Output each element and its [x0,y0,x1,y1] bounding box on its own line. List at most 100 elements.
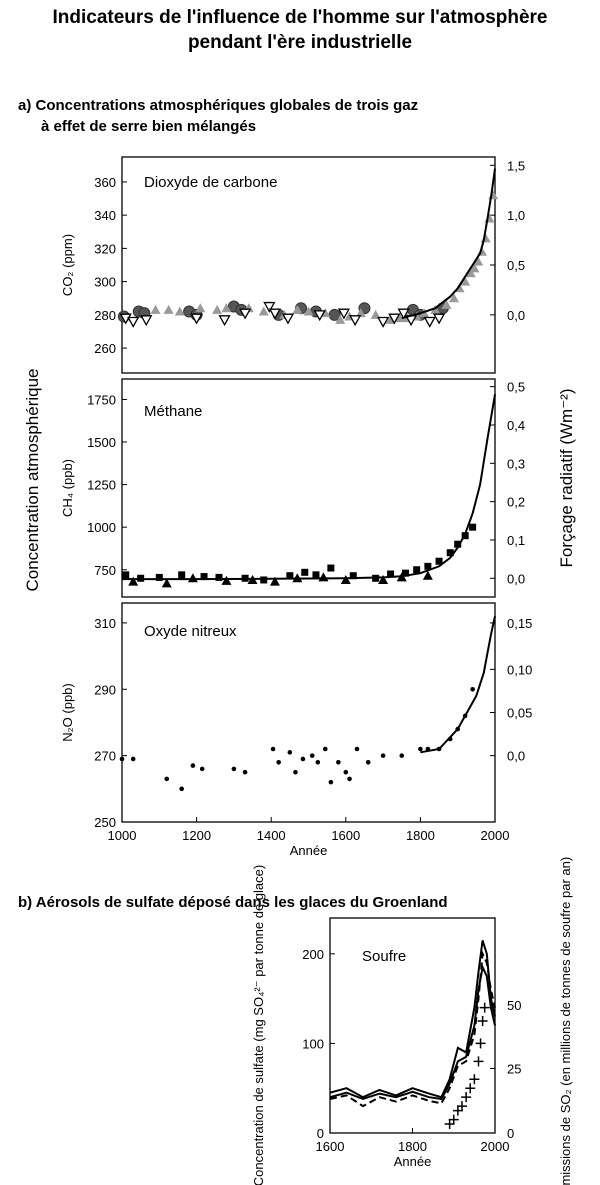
n2o-ylabel: N₂O (ppb) [60,683,75,742]
sulfate-xtick-label: 1800 [398,1139,427,1154]
ch4-y2tick-label: 0,5 [507,380,525,395]
ch4-series-1-point [378,574,389,584]
ch4-series-1-point [128,576,139,586]
left-axis-label: Concentration atmosphérique [23,368,42,591]
co2-series-2-point [263,301,276,313]
sulfate-ytick-label: 200 [302,947,324,962]
sulfate-ytick-label: 100 [302,1036,324,1051]
co2-ytick-label: 280 [94,308,116,323]
ch4-series-0-point [349,572,357,580]
co2-series-2-point [388,313,401,325]
ch4-ytick-label: 1250 [87,478,116,493]
co2-ytick-label: 300 [94,275,116,290]
ch4-series-0-point [215,573,223,581]
n2o-series-0-point [418,746,423,752]
co2-series-2-point [432,313,446,325]
sulfate-y2tick-label: 50 [507,998,521,1013]
co2-series-1-point [448,293,459,303]
co2-series-2-point [238,308,252,320]
ch4-frame [121,378,496,598]
co2-series-1-point [394,313,405,323]
ch4-ytick-label: 750 [94,563,116,578]
ch4-ylabel: CH₄ (ppb) [60,459,75,517]
ch4-series-0-point [424,562,432,570]
n2o-series-0-point [354,746,360,752]
sulfate-xlabel: Année [394,1154,432,1169]
ch4-series-1-point [422,570,433,580]
sulfate-y2tick-label: 0 [507,1126,514,1141]
sulfate-series-3-point [461,1092,472,1103]
sulfate-series-3-point [473,1056,484,1067]
n2o-series-0-point [287,750,293,755]
section-a-title-line-1: a) Concentrations atmosphériques globale… [18,97,419,114]
n2o-title: Oxyde nitreux [144,623,237,640]
ch4-ytick-label: 1000 [87,520,116,535]
ch4-ytick-label: 1750 [87,392,116,407]
co2-series-2-point [281,313,295,325]
ch4-series-0-point [469,523,477,531]
n2o-series-0-point [347,776,352,782]
ch4-series-1-point [269,576,280,586]
co2-series-1-point [150,304,161,314]
n2o-series-0-point [179,786,184,792]
co2-series-1-point [303,306,314,316]
ch4-series-1-point [340,574,351,584]
co2-series-1-point [473,256,484,266]
co2-series-1-point [174,306,185,316]
co2-y2tick-label: 0,5 [507,258,525,273]
ch4-series-0-point [327,564,335,572]
ch4-y2tick-label: 0,1 [507,533,525,548]
co2-series-2-point [313,310,326,322]
sulfate-series-3-point [457,1101,467,1112]
ch4-series-0-point [454,540,462,548]
n2o-y2tick-label: 0,15 [507,616,532,631]
ch4-series-0-point [446,549,454,557]
n2o-series-0-point [380,753,386,758]
sulfate-series-1-line [329,964,496,1101]
sulfate-series-3-point [444,1119,455,1130]
n2o-series-0-point [199,766,205,772]
n2o-xtick-label: 1000 [108,828,137,843]
sulfate-series-3-point [452,1105,463,1116]
n2o-series-0-point [309,753,315,758]
ch4-y2tick-label: 0,4 [507,418,525,433]
co2-series-1-point [212,304,223,314]
ch4-series-0-point [312,571,320,579]
section-a-title-line-2: à effet de serre bien mélangés [41,118,257,135]
sulfate-series-3-point [448,1114,459,1125]
n2o-series-0-point [231,766,237,772]
ch4-series-1-point [161,578,172,588]
ch4-series-1-point [221,575,232,585]
n2o-series-0-point [470,686,475,692]
n2o-series-0-point [399,753,405,758]
n2o-series-0-point [365,759,371,765]
ch4-series-2-line [122,394,496,581]
ch4-y2tick-label: 0,0 [507,571,525,586]
co2-ylabel: CO₂ (ppm) [60,234,75,296]
co2-series-0-point [328,308,341,321]
ch4-panel: Méthane 750 1000 1250 1500 1750 0,0 0,1 0,2 0,3 0,… [60,378,525,598]
ch4-series-0-point [301,568,309,576]
ch4-series-0-point [178,571,186,579]
n2o-xlabel: Année [290,843,328,858]
n2o-series-0-point [242,769,248,775]
n2o-series-0-point [293,769,298,775]
ch4-series-0-point [122,571,130,579]
n2o-series-0-point [300,756,306,762]
sulfate-title: Soufre [362,948,406,965]
n2o-series-0-point [343,769,349,775]
co2-y2tick-label: 0,0 [507,308,525,323]
co2-series-1-point [258,306,269,316]
n2o-y2tick-label: 0,10 [507,662,532,677]
co2-ytick-label: 320 [94,241,116,256]
co2-y2tick-label: 1,0 [507,208,525,223]
n2o-xtick-label: 1800 [406,828,435,843]
sulfate-series-3-point [477,1016,488,1027]
co2-series-2-point [218,315,231,327]
ch4-title: Méthane [144,403,202,420]
sulfate-series-3-point [469,1074,480,1085]
n2o-series-0-point [164,776,170,782]
n2o-ytick-label: 270 [94,749,116,764]
